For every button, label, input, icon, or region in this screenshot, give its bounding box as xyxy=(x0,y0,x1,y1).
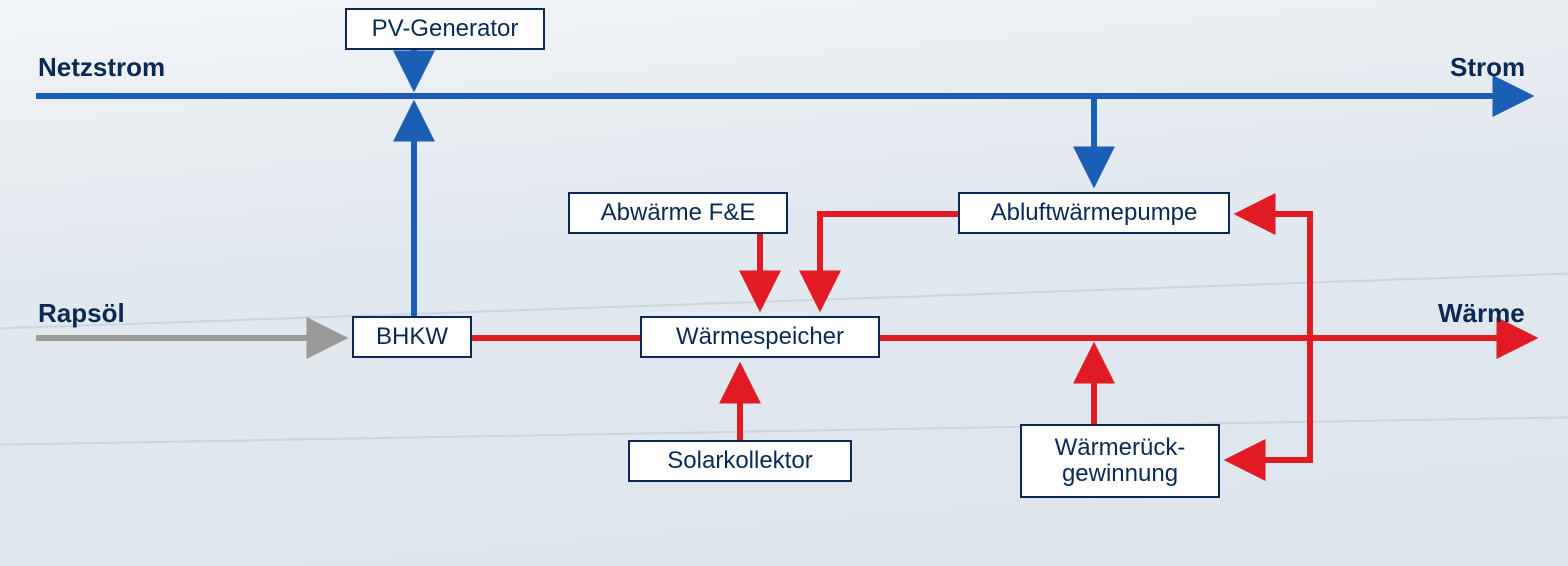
node-solarkollektor: Solarkollektor xyxy=(628,440,852,482)
edge-waerme-pumpe xyxy=(1242,214,1310,338)
node-bhkw: BHKW xyxy=(352,316,472,358)
node-abwaerme: Abwärme F&E xyxy=(568,192,788,234)
energy-flow-diagram: Netzstrom Strom Rapsöl Wärme PV-Generato… xyxy=(0,0,1568,566)
node-waermespeicher: Wärmespeicher xyxy=(640,316,880,358)
edge-pumpe-sp xyxy=(820,214,958,304)
label-netzstrom: Netzstrom xyxy=(38,52,165,83)
label-waerme: Wärme xyxy=(1438,298,1525,329)
node-waermerueckgewinnung: Wärmerück- gewinnung xyxy=(1020,424,1220,498)
label-strom: Strom xyxy=(1450,52,1525,83)
node-pv-generator: PV-Generator xyxy=(345,8,545,50)
node-abluftwaermepumpe: Abluftwärmepumpe xyxy=(958,192,1230,234)
edge-waerme-wrg xyxy=(1232,338,1310,460)
label-rapsoel: Rapsöl xyxy=(38,298,125,329)
